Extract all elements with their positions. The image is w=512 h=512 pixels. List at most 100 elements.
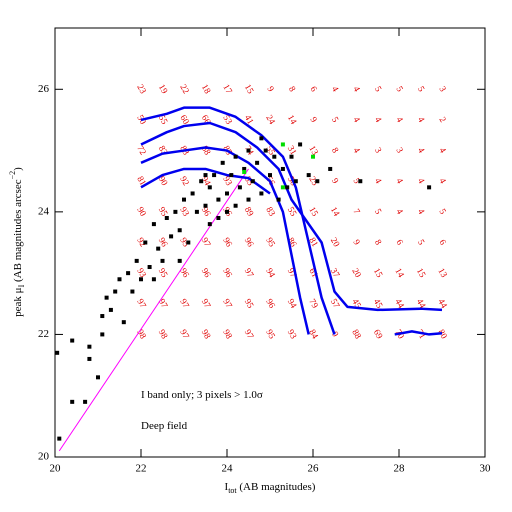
point [259,136,264,141]
grid-value-label: 96 [178,266,191,279]
point [207,222,212,227]
point [203,173,208,178]
grid-value-label: 4 [373,176,384,185]
grid-value-label: 24 [264,113,277,126]
grid-value-label: 5 [416,84,427,93]
grid-value-label: 4 [351,146,362,155]
grid-value-label: 97 [200,297,213,310]
point [87,344,92,349]
point [182,197,186,202]
grid-value-label: 72 [135,144,148,157]
grid-value-label: 20 [329,236,342,249]
point [100,332,105,337]
annotation: Deep field [141,420,188,432]
x-tick-label: 28 [394,463,406,475]
grid-value-label: 4 [416,115,427,124]
point [177,258,182,263]
point [190,191,195,196]
point [250,179,255,184]
grid-value-label: 94 [286,297,299,310]
grid-value-label: 96 [200,266,213,279]
grid-value-label: 97 [178,297,191,310]
point [285,185,290,190]
point [298,142,303,147]
grid-value-label: 4 [416,176,427,185]
point [55,350,60,355]
point [113,289,118,294]
point [121,320,126,325]
grid-value-label: 2 [437,115,448,124]
grid-value-label: 98 [157,328,170,341]
grid-value-label: 19 [157,82,170,95]
point [151,277,156,282]
x-tick-label: 24 [222,463,234,475]
point [233,203,238,208]
point [207,185,212,190]
curve [394,330,443,336]
point [177,228,182,233]
point [233,154,238,159]
annotation: I band only; 3 pixels > 1.0σ [141,389,263,401]
point [242,170,247,175]
point [237,185,242,190]
grid-value-label: 15 [372,266,385,279]
grid-value-label: 4 [330,84,341,93]
grid-value-label: 97 [243,328,256,341]
point [225,209,229,214]
grid-value-label: 95 [264,236,277,249]
grid-value-label: 5 [373,84,384,93]
grid-value-label: 14 [329,205,342,218]
grid-value-label: 93 [178,205,191,218]
grid-value-label: 97 [200,236,213,249]
grid-value-label: 4 [437,176,448,185]
point [87,356,92,361]
x-tick-label: 22 [136,463,147,475]
point [83,399,88,404]
point [280,166,285,171]
point [216,215,221,220]
curve [58,168,249,452]
grid-value-label: 69 [372,328,385,341]
grid-value-label: 9 [351,238,362,247]
grid-value-label: 93 [286,328,299,341]
grid-value-label: 6 [437,238,448,247]
grid-value-label: 96 [243,236,256,249]
point [143,240,148,245]
grid-value-label: 20 [350,266,363,279]
point [186,240,191,245]
grid-value-label: 6 [394,238,405,247]
point [130,289,135,294]
x-axis-label: Itot (AB magnitudes) [225,481,316,496]
point [246,197,251,202]
y-tick-label: 20 [38,451,50,463]
grid-value-label: 3 [373,146,384,155]
grid-value-label: 0 [330,330,341,339]
grid-value-label: 98 [221,328,234,341]
grid-value-label: 18 [200,82,213,95]
point [246,148,251,153]
grid-value-label: 89 [243,205,256,218]
point [173,209,178,214]
grid-value-label: 88 [200,144,213,157]
grid-value-label: 90 [135,205,148,218]
grid-value-label: 4 [437,146,448,155]
grid-value-label: 15 [243,82,256,95]
grid-value-label: 88 [350,328,363,341]
y-tick-label: 22 [38,328,49,340]
point [147,265,152,270]
grid-value-label: 4 [351,115,362,124]
grid-value-label: 4 [351,84,362,93]
x-tick-label: 30 [480,463,492,475]
point [216,197,221,202]
grid-value-label: 5 [416,238,427,247]
grid-value-label: 6 [308,84,319,93]
point [169,234,174,239]
grid-value-label: 4 [394,115,405,124]
grid-value-label: 9 [308,115,319,124]
grid-value-label: 17 [221,82,234,95]
point [139,277,143,282]
grid-value-label: 95 [264,328,277,341]
point [96,375,100,380]
point [108,307,113,312]
